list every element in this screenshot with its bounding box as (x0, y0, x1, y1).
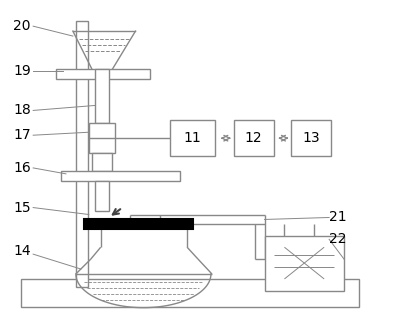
Bar (61, 171, 180, 181)
Bar (265, 236, 344, 291)
Bar (234, 120, 274, 156)
Bar (95, 69, 109, 123)
Text: 14: 14 (13, 244, 31, 258)
Bar (56, 69, 150, 79)
Text: 21: 21 (329, 210, 347, 224)
Text: 20: 20 (13, 19, 31, 33)
Bar (95, 181, 109, 210)
Bar (21, 279, 359, 307)
Text: 16: 16 (13, 161, 31, 175)
Bar (76, 21, 88, 287)
Text: 17: 17 (13, 128, 31, 142)
Text: 12: 12 (245, 131, 263, 145)
Text: 11: 11 (183, 131, 201, 145)
Bar (84, 219, 193, 230)
Bar (291, 120, 331, 156)
Text: 15: 15 (13, 201, 31, 215)
Text: 19: 19 (13, 64, 31, 78)
Bar (92, 153, 112, 171)
Bar (170, 120, 215, 156)
Text: 18: 18 (13, 103, 31, 117)
Bar (89, 123, 115, 153)
Text: 13: 13 (303, 131, 320, 145)
Text: 22: 22 (329, 232, 347, 246)
